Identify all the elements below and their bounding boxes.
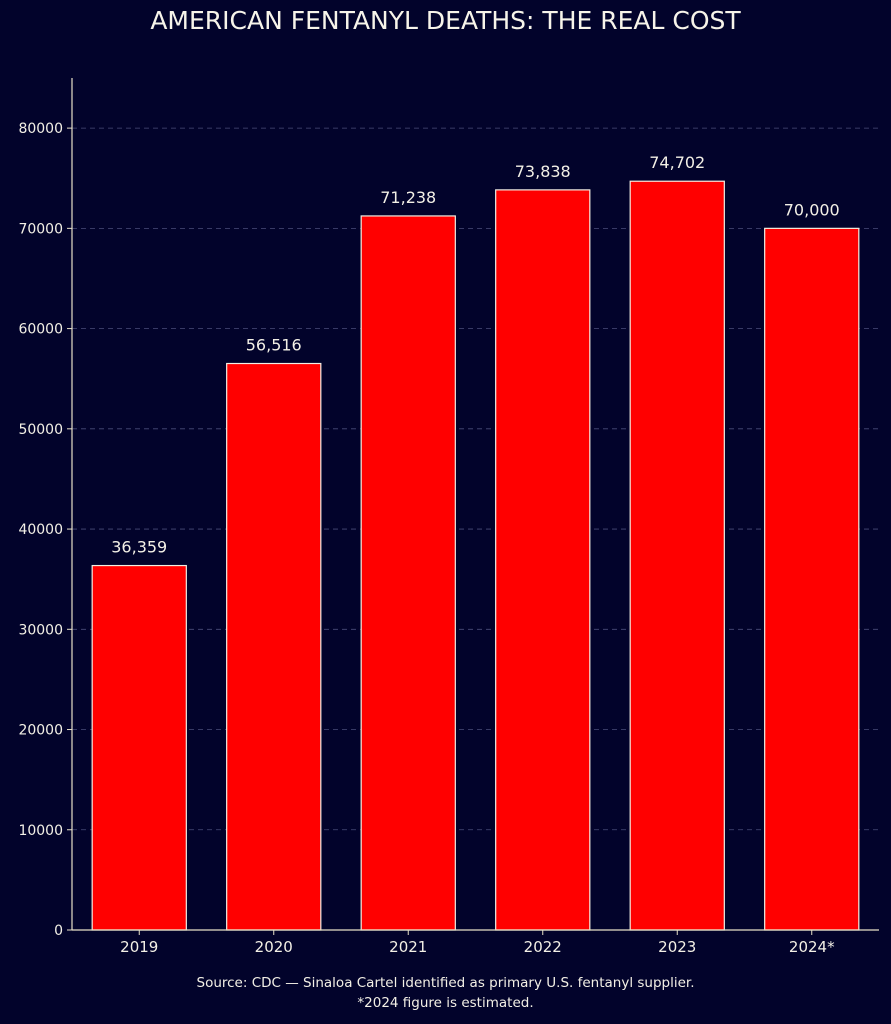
bar-value-label: 71,238 xyxy=(380,188,436,207)
axes xyxy=(71,78,879,931)
y-tick-label: 60000 xyxy=(18,322,63,338)
estimate-note: *2024 figure is estimated. xyxy=(357,995,534,1011)
x-tick-label: 2024* xyxy=(789,938,835,956)
tick-labels: 0 10000 20000 30000 40000 50000 60000 70000 8000… xyxy=(18,121,835,956)
y-tick-label: 80000 xyxy=(18,121,63,137)
bar-2022 xyxy=(495,189,591,931)
y-tick-label: 0 xyxy=(54,923,63,939)
chart-title: AMERICAN FENTANYL DEATHS: THE REAL COST xyxy=(150,6,741,35)
x-tick-label: 2023 xyxy=(658,938,696,956)
bar-value-label: 56,516 xyxy=(246,336,302,355)
bar-2020 xyxy=(226,362,322,931)
x-tick-label: 2022 xyxy=(524,938,562,956)
bar-2021 xyxy=(360,215,456,931)
bar-2023 xyxy=(629,180,725,931)
data-labels: 36,359 56,516 71,238 73,838 74,702 70,000 xyxy=(111,153,839,556)
bar-value-label: 73,838 xyxy=(515,162,571,181)
y-tick-label: 50000 xyxy=(18,422,63,438)
bar-2019 xyxy=(91,564,187,931)
x-tick-label: 2020 xyxy=(255,938,293,956)
bar-value-label: 70,000 xyxy=(784,200,840,219)
y-tick-label: 30000 xyxy=(18,622,63,638)
gridlines xyxy=(72,127,879,831)
y-tick-label: 10000 xyxy=(18,823,63,839)
y-tick-label: 70000 xyxy=(18,221,63,237)
x-tick-label: 2021 xyxy=(389,938,427,956)
y-tick-label: 20000 xyxy=(18,723,63,739)
x-tick-label: 2019 xyxy=(120,938,158,956)
source-caption: Source: CDC — Sinaloa Cartel identified … xyxy=(196,975,695,991)
y-tick-label: 40000 xyxy=(18,522,63,538)
bar-value-label: 74,702 xyxy=(649,153,705,172)
bar-value-label: 36,359 xyxy=(111,538,167,557)
bar-2024-estimated xyxy=(764,227,860,931)
bars xyxy=(91,180,860,931)
